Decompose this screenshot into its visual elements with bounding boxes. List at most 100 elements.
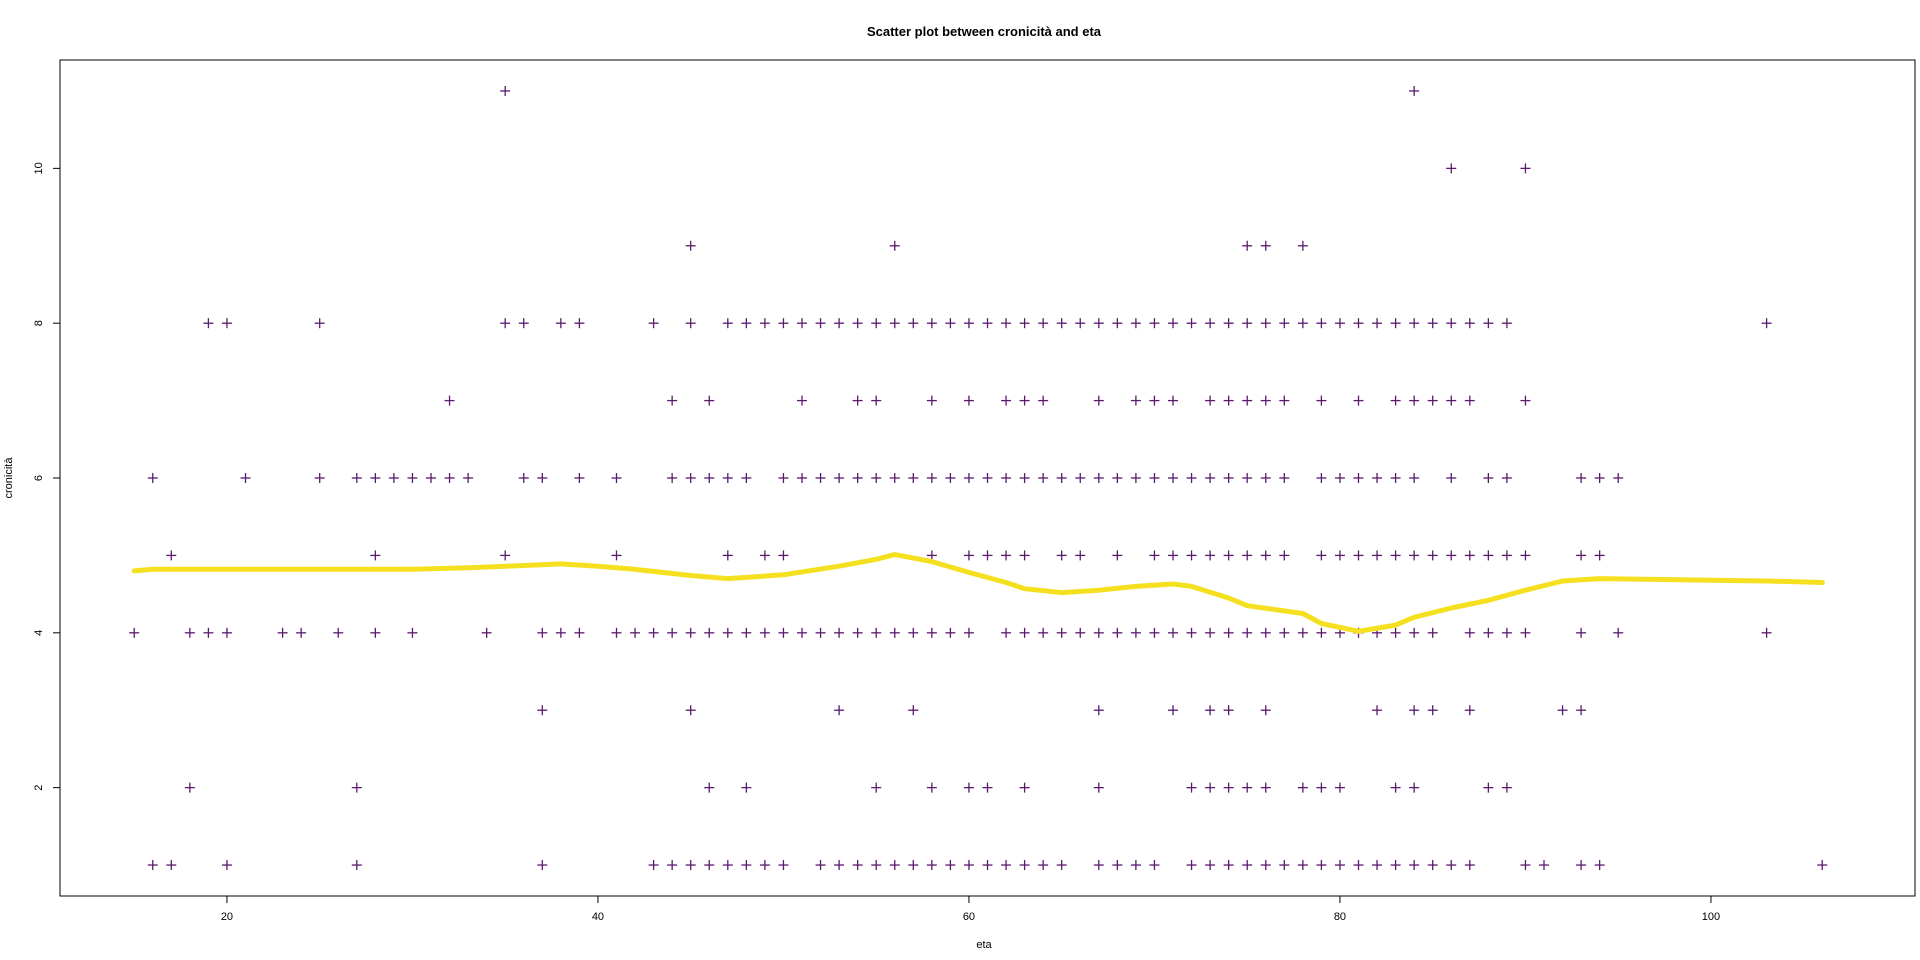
data-point [890,860,900,870]
data-point [1001,318,1011,328]
data-point [667,396,677,406]
data-point [908,705,918,715]
data-point [241,473,251,483]
data-point [704,628,714,638]
data-point [1112,473,1122,483]
data-point [1354,860,1364,870]
data-point [352,473,362,483]
data-point [1446,163,1456,173]
data-point [1038,396,1048,406]
data-point [760,628,770,638]
data-point [686,628,696,638]
data-point [1205,318,1215,328]
data-point [1520,550,1530,560]
data-point [148,473,158,483]
data-point [964,783,974,793]
data-point [1242,473,1252,483]
y-axis-label: cronicità [3,457,15,499]
data-point [1094,860,1104,870]
data-point [778,628,788,638]
data-point [1520,628,1530,638]
data-point [1316,783,1326,793]
data-point [1520,163,1530,173]
data-point [500,318,510,328]
data-point [407,628,417,638]
data-point [1131,396,1141,406]
data-point [778,550,788,560]
data-point [1224,550,1234,560]
data-point [1020,396,1030,406]
data-point [723,628,733,638]
data-point [1428,318,1438,328]
data-point [1131,628,1141,638]
data-point [1020,318,1030,328]
data-point [1576,628,1586,638]
data-point [1242,396,1252,406]
data-point [574,628,584,638]
data-point [945,860,955,870]
data-point [704,473,714,483]
y-tick-label: 4 [33,630,45,636]
data-point [649,318,659,328]
data-point [797,396,807,406]
y-axis: 2 4 6 8 10 [33,162,60,790]
data-point [1261,705,1271,715]
data-point [945,318,955,328]
data-point [185,628,195,638]
data-point [1595,550,1605,560]
data-point [1446,473,1456,483]
data-point [908,318,918,328]
data-point [927,318,937,328]
data-point [723,860,733,870]
data-point [612,473,622,483]
data-point [1001,396,1011,406]
data-point [1409,473,1419,483]
data-point [463,473,473,483]
data-point [519,473,529,483]
data-point [704,860,714,870]
data-point [1224,473,1234,483]
data-point [741,860,751,870]
data-point [537,860,547,870]
data-point [1131,860,1141,870]
data-point [797,473,807,483]
data-point [964,628,974,638]
data-point [1502,628,1512,638]
data-point [222,628,232,638]
data-point [426,473,436,483]
data-point [556,628,566,638]
data-point [741,628,751,638]
data-point [945,628,955,638]
data-point [1224,860,1234,870]
data-point [1298,860,1308,870]
data-point [222,860,232,870]
data-point [315,318,325,328]
data-point [1131,318,1141,328]
data-point [667,473,677,483]
x-axis: 20 40 60 80 100 [221,896,1720,923]
data-point [704,783,714,793]
data-point [296,628,306,638]
data-point [1576,473,1586,483]
data-point [816,628,826,638]
data-point [1224,783,1234,793]
data-point [1112,318,1122,328]
data-point [1391,396,1401,406]
data-point [816,860,826,870]
data-point [1539,860,1549,870]
data-point [1020,783,1030,793]
data-point [1465,628,1475,638]
data-point [1279,860,1289,870]
data-point [445,473,455,483]
data-point [1075,473,1085,483]
data-point [1187,783,1197,793]
data-point [1261,860,1271,870]
data-point [1576,705,1586,715]
data-point [537,628,547,638]
data-point [927,860,937,870]
data-point [1483,783,1493,793]
data-point [630,628,640,638]
data-point [1279,318,1289,328]
data-point [1465,860,1475,870]
data-point [871,628,881,638]
